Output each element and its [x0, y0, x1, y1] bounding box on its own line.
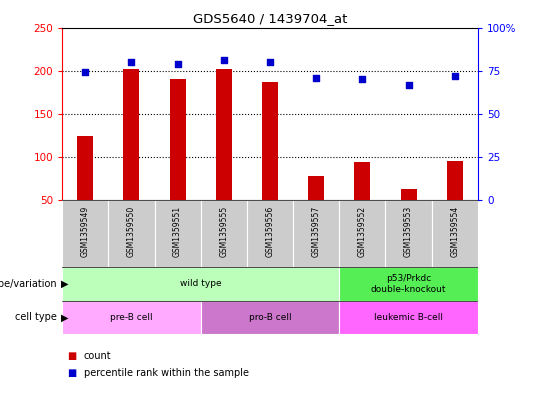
Bar [447, 161, 463, 200]
Text: wild type: wild type [180, 279, 221, 288]
Text: GSM1359550: GSM1359550 [127, 206, 136, 257]
Point [219, 57, 228, 64]
Bar [308, 176, 325, 200]
Text: pre-B cell: pre-B cell [110, 313, 153, 322]
Text: cell type: cell type [15, 312, 57, 322]
Bar [354, 162, 370, 200]
Bar [77, 136, 93, 200]
Bar [62, 200, 109, 267]
Bar [215, 69, 232, 200]
Point [173, 61, 182, 67]
Bar [339, 301, 478, 334]
Text: GSM1359553: GSM1359553 [404, 206, 413, 257]
Bar [62, 301, 201, 334]
Point [404, 81, 413, 88]
Text: GSM1359551: GSM1359551 [173, 206, 182, 257]
Text: GSM1359556: GSM1359556 [266, 206, 274, 257]
Title: GDS5640 / 1439704_at: GDS5640 / 1439704_at [193, 12, 347, 25]
Bar [339, 267, 478, 301]
Text: percentile rank within the sample: percentile rank within the sample [84, 368, 249, 378]
Bar [201, 301, 339, 334]
Bar [339, 200, 386, 267]
Bar [386, 200, 431, 267]
Point [266, 59, 274, 65]
Point [312, 75, 321, 81]
Bar [401, 189, 417, 200]
Text: ▶: ▶ [61, 279, 69, 289]
Bar [247, 200, 293, 267]
Bar [431, 200, 478, 267]
Point [450, 73, 459, 79]
Text: leukemic B-cell: leukemic B-cell [374, 313, 443, 322]
Text: GSM1359554: GSM1359554 [450, 206, 460, 257]
Text: pro-B cell: pro-B cell [249, 313, 291, 322]
Text: ■: ■ [68, 351, 77, 361]
Text: ■: ■ [68, 368, 77, 378]
Bar [293, 200, 339, 267]
Text: count: count [84, 351, 111, 361]
Text: p53/Prkdc
double-knockout: p53/Prkdc double-knockout [371, 274, 447, 294]
Bar [262, 82, 278, 200]
Text: genotype/variation: genotype/variation [0, 279, 57, 289]
Text: ▶: ▶ [61, 312, 69, 322]
Bar [123, 69, 139, 200]
Text: GSM1359557: GSM1359557 [312, 206, 321, 257]
Text: GSM1359549: GSM1359549 [80, 206, 90, 257]
Point [81, 69, 90, 75]
Point [127, 59, 136, 65]
Bar [109, 200, 154, 267]
Bar [62, 267, 339, 301]
Text: GSM1359552: GSM1359552 [358, 206, 367, 257]
Bar [154, 200, 201, 267]
Bar [170, 79, 186, 200]
Bar [201, 200, 247, 267]
Point [358, 76, 367, 83]
Text: GSM1359555: GSM1359555 [219, 206, 228, 257]
